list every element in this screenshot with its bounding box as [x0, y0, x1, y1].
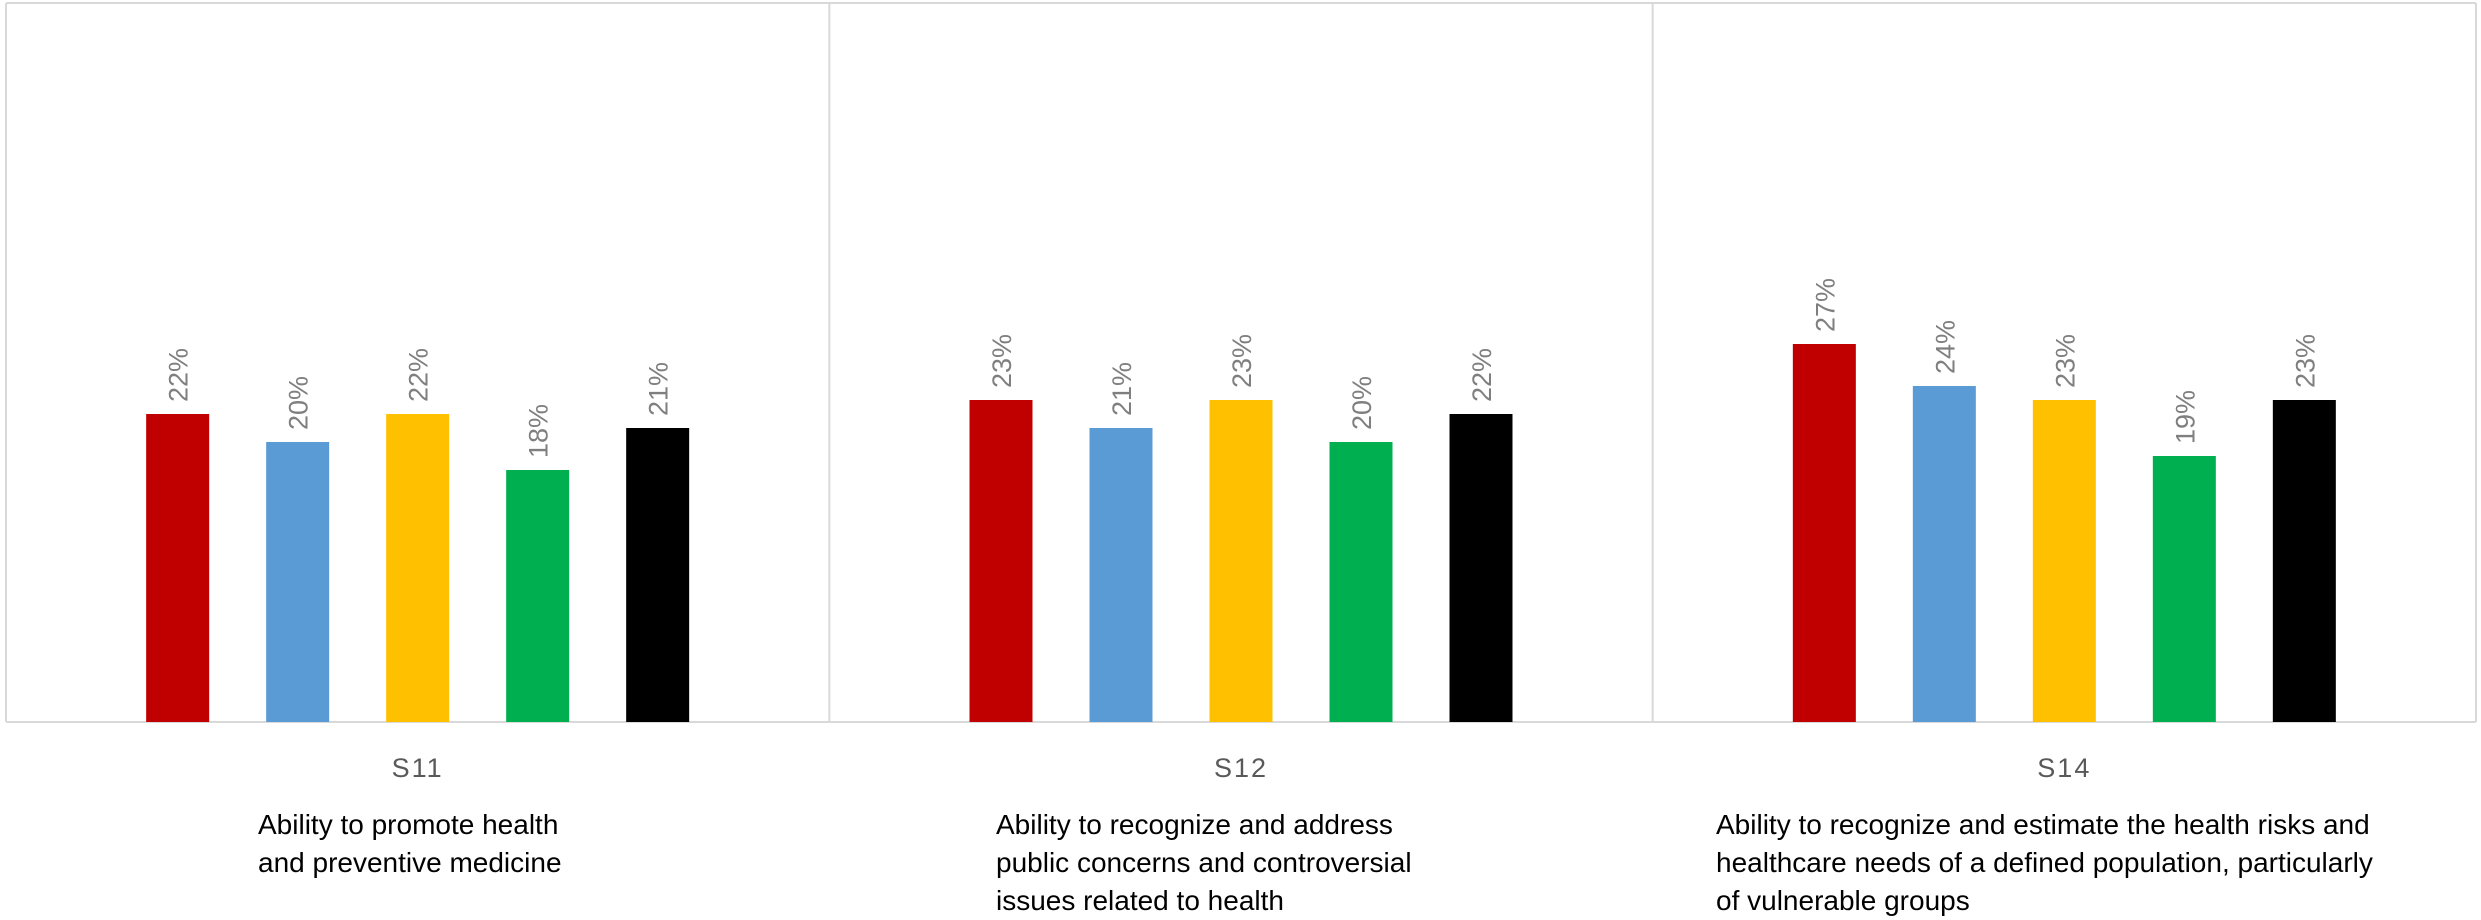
- data-label: 22%: [404, 348, 434, 402]
- data-label: 19%: [2170, 390, 2200, 444]
- data-label: 23%: [987, 334, 1017, 388]
- bar-s12-3: [1209, 400, 1273, 722]
- category-label-s14: S14: [2037, 753, 2091, 783]
- bar-s11-2: [266, 442, 330, 722]
- data-label: 24%: [1930, 320, 1960, 374]
- bar-s14-5: [2272, 400, 2336, 722]
- bar-s14-4: [2152, 456, 2216, 722]
- category-description-s11: Ability to promote health and preventive…: [258, 806, 678, 882]
- description-line: Ability to promote health: [258, 809, 559, 840]
- bar-s12-5: [1449, 414, 1513, 722]
- category-labels: S11 S12 S14: [392, 753, 2091, 783]
- data-label: 27%: [1810, 278, 1840, 332]
- category-label-s11: S11: [392, 753, 444, 783]
- description-line: public concerns and controversial: [996, 847, 1412, 878]
- data-label: 20%: [284, 376, 314, 430]
- bar-s14-1: [1792, 344, 1856, 722]
- data-label: 22%: [164, 348, 194, 402]
- bar-s14-3: [2032, 400, 2096, 722]
- data-label: 18%: [524, 404, 554, 458]
- bars: [146, 344, 2336, 722]
- data-label: 23%: [2290, 334, 2320, 388]
- bar-s12-4: [1329, 442, 1393, 722]
- description-line: and preventive medicine: [258, 847, 562, 878]
- description-line: healthcare needs of a defined population…: [1716, 847, 2373, 878]
- data-label: 23%: [1227, 334, 1257, 388]
- data-label: 20%: [1347, 376, 1377, 430]
- category-label-s12: S12: [1214, 753, 1268, 783]
- bar-s14-2: [1912, 386, 1976, 722]
- bar-s11-5: [626, 428, 690, 722]
- description-line: of vulnerable groups: [1716, 885, 1970, 916]
- data-label: 23%: [2050, 334, 2080, 388]
- description-line: issues related to health: [996, 885, 1284, 916]
- bar-s12-2: [1089, 428, 1153, 722]
- bar-s11-3: [386, 414, 450, 722]
- description-line: Ability to recognize and address: [996, 809, 1393, 840]
- bar-s11-4: [506, 470, 570, 722]
- data-label: 22%: [1467, 348, 1497, 402]
- category-description-s14: Ability to recognize and estimate the he…: [1716, 806, 2456, 920]
- description-line: Ability to recognize and estimate the he…: [1716, 809, 2370, 840]
- bar-s12-1: [969, 400, 1033, 722]
- data-labels: 22% 20% 22% 18% 21% 23% 21% 23% 20% 22% 27% 24% 23% 1…: [164, 278, 2321, 458]
- category-description-s12: Ability to recognize and address public …: [996, 806, 1516, 920]
- bar-s11-1: [146, 414, 210, 722]
- data-label: 21%: [1107, 362, 1137, 416]
- data-label: 21%: [644, 362, 674, 416]
